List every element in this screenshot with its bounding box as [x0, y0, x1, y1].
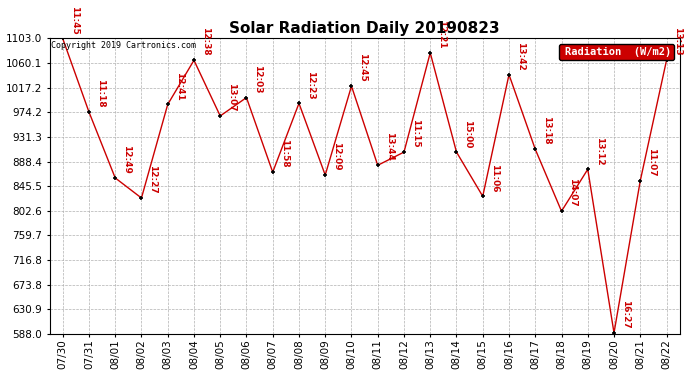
Text: 12:49: 12:49 — [122, 145, 131, 174]
Point — [293, 100, 304, 106]
Point — [635, 178, 646, 184]
Text: 13:13: 13:13 — [673, 27, 682, 56]
Text: 11:15: 11:15 — [411, 119, 420, 148]
Point — [57, 36, 68, 42]
Point — [241, 94, 252, 100]
Point — [372, 162, 383, 168]
Point — [188, 57, 199, 63]
Text: 13:07: 13:07 — [227, 83, 236, 112]
Point — [609, 330, 620, 336]
Text: 12:09: 12:09 — [332, 142, 341, 171]
Point — [556, 208, 567, 214]
Text: 13:12: 13:12 — [595, 136, 604, 165]
Text: 11:58: 11:58 — [279, 140, 288, 168]
Text: 12:23: 12:23 — [306, 70, 315, 99]
Legend: Radiation  (W/m2): Radiation (W/m2) — [559, 44, 674, 60]
Point — [215, 113, 226, 119]
Point — [504, 72, 515, 78]
Point — [530, 146, 541, 152]
Point — [136, 195, 147, 201]
Point — [267, 169, 278, 175]
Text: 12:41: 12:41 — [175, 72, 184, 100]
Text: 16:27: 16:27 — [621, 300, 630, 329]
Title: Solar Radiation Daily 20190823: Solar Radiation Daily 20190823 — [229, 21, 500, 36]
Point — [110, 175, 121, 181]
Text: 13:44: 13:44 — [385, 132, 394, 161]
Text: 15:00: 15:00 — [464, 120, 473, 148]
Point — [582, 166, 593, 172]
Text: 13:42: 13:42 — [516, 42, 525, 70]
Point — [451, 149, 462, 155]
Text: 12:27: 12:27 — [148, 165, 157, 194]
Point — [477, 193, 489, 199]
Point — [346, 83, 357, 89]
Point — [319, 172, 331, 178]
Text: 13:18: 13:18 — [542, 116, 551, 145]
Text: Copyright 2019 Cartronics.com: Copyright 2019 Cartronics.com — [51, 41, 196, 50]
Text: 11:07: 11:07 — [647, 148, 656, 177]
Text: 12:38: 12:38 — [201, 27, 210, 56]
Point — [398, 149, 409, 155]
Text: 14:07: 14:07 — [569, 178, 578, 207]
Point — [162, 102, 173, 108]
Text: 12:03: 12:03 — [253, 65, 262, 93]
Point — [661, 57, 672, 63]
Text: 11:45: 11:45 — [70, 6, 79, 34]
Text: 12:45: 12:45 — [358, 53, 367, 82]
Point — [83, 109, 95, 115]
Text: 12:21: 12:21 — [437, 20, 446, 49]
Text: 11:06: 11:06 — [490, 164, 499, 192]
Point — [425, 50, 436, 56]
Text: 11:18: 11:18 — [96, 79, 105, 108]
